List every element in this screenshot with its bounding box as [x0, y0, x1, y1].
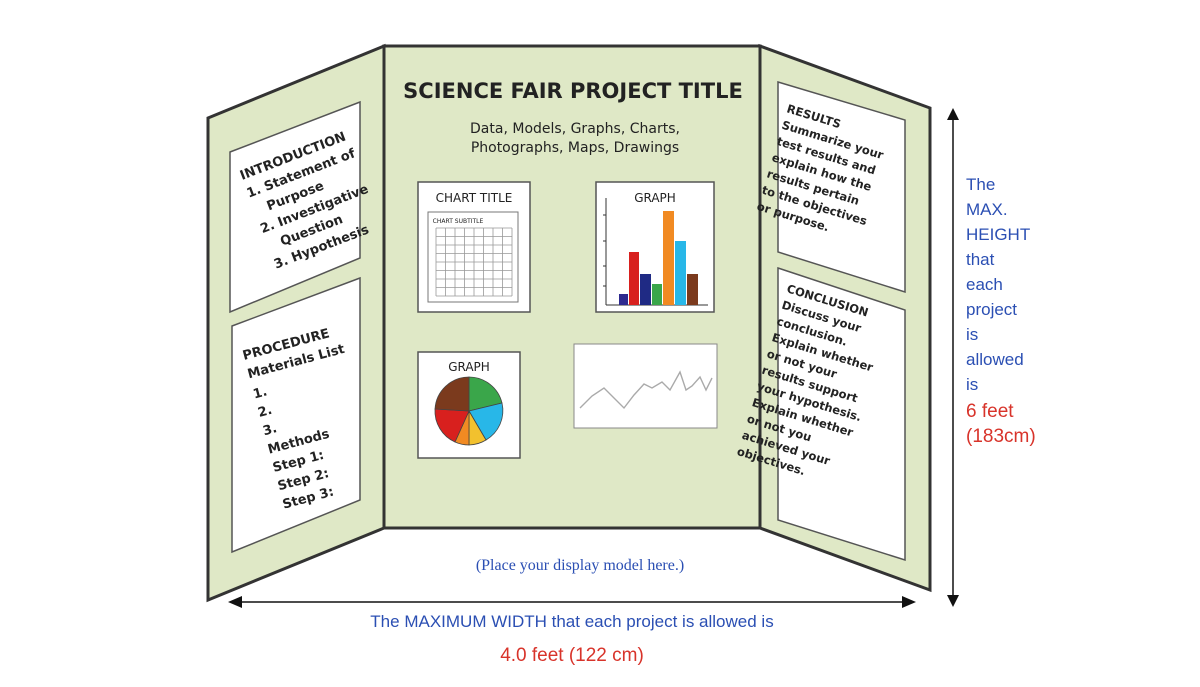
bar	[619, 294, 628, 305]
pie-slice	[468, 376, 503, 412]
results-card	[777, 80, 906, 294]
introduction-card	[229, 100, 361, 314]
chart-card-title: CHART TITLE	[436, 191, 513, 205]
height-note-line: is	[966, 325, 979, 344]
chart-grid-frame	[427, 211, 519, 303]
height-note-line: each	[966, 275, 1003, 294]
bar	[675, 241, 686, 305]
height-note-line: is	[966, 375, 979, 394]
bar	[652, 284, 662, 305]
conclusion-card	[777, 266, 906, 562]
bar-graph-ticks	[603, 214, 606, 287]
width-arrow-head-left	[228, 596, 242, 608]
procedure-card	[231, 276, 361, 554]
board-title: SCIENCE FAIR PROJECT TITLE	[403, 79, 743, 103]
width-note: The MAXIMUM WIDTH that each project is a…	[370, 612, 774, 631]
width-arrow-head-right	[902, 596, 916, 608]
bar	[640, 274, 651, 305]
pie-slice	[434, 376, 470, 412]
height-note-line: HEIGHT	[966, 225, 1031, 244]
photo-card	[573, 343, 718, 429]
procedure-line: 3.	[261, 421, 278, 439]
height-value-metric: (183cm)	[966, 426, 1036, 447]
procedure-line: 1.	[252, 384, 269, 402]
height-arrow-head-bottom	[947, 595, 959, 607]
height-note-line: allowed	[966, 350, 1024, 369]
height-arrow-head-top	[947, 108, 959, 120]
board-subtitle-line1: Data, Models, Graphs, Charts,	[470, 121, 680, 137]
height-note: The MAX. HEIGHT that each project is all…	[966, 172, 1036, 449]
height-note-line: The	[966, 175, 996, 194]
chart-grid	[435, 227, 513, 297]
height-note-line: MAX.	[966, 200, 1008, 219]
chart-card-subtitle: CHART SUBTITLE	[433, 218, 484, 225]
procedure-line: 2.	[256, 403, 273, 421]
pie-slice	[434, 408, 470, 443]
bar	[663, 211, 674, 305]
place-model-note: (Place your display model here.)	[476, 557, 684, 574]
bar-graph-title: GRAPH	[634, 191, 676, 205]
height-note-line: project	[966, 300, 1018, 319]
pie-slice	[468, 402, 504, 441]
pie-chart	[434, 376, 504, 446]
height-value: 6 feet	[966, 401, 1014, 422]
photo-sketch-line	[579, 370, 713, 410]
bar	[629, 252, 639, 305]
height-note-line: that	[966, 250, 995, 269]
pie-graph-title: GRAPH	[448, 360, 490, 374]
board-subtitle-line2: Photographs, Maps, Drawings	[471, 140, 679, 156]
width-value: 4.0 feet (122 cm)	[500, 645, 644, 666]
bar	[687, 274, 698, 305]
